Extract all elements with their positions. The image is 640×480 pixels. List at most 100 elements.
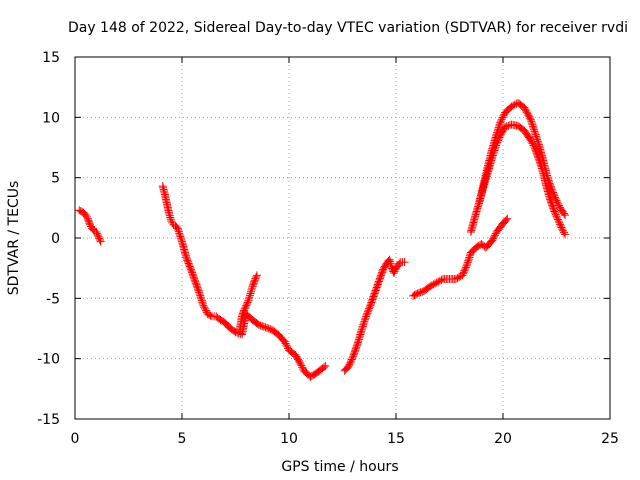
data-point-interp: [263, 323, 272, 332]
data-point-interp: [82, 212, 91, 221]
data-point: [558, 226, 567, 235]
data-point-interp: [465, 251, 474, 260]
data-point-interp: [248, 284, 257, 293]
data-point-interp: [495, 120, 504, 129]
data-point-interp: [528, 120, 537, 129]
x-tick-label: 5: [178, 431, 187, 447]
data-point: [280, 337, 289, 346]
data-point-interp: [533, 137, 542, 146]
data-point-interp: [550, 191, 559, 200]
data-point-interp: [526, 114, 535, 123]
data-point-interp: [296, 359, 305, 368]
data-point-interp: [498, 113, 507, 122]
data-point-interp: [464, 255, 473, 264]
data-point-interp: [297, 361, 306, 370]
data-point-interp: [551, 193, 560, 202]
data-point-interp: [434, 277, 443, 286]
data-point-interp: [490, 231, 499, 240]
data-point: [195, 288, 204, 297]
axis-ticks: 0 5 10 15 20 25 -15 -10 -5 0 5 10 15: [37, 50, 619, 447]
series-arc-1: [75, 206, 105, 246]
data-point-interp: [554, 199, 563, 208]
y-tick-label: 0: [51, 231, 60, 247]
data-point-interp: [558, 225, 567, 234]
data-point: [255, 320, 264, 329]
data-point-interp: [530, 127, 539, 136]
data-point-interp: [361, 314, 370, 323]
data-point: [240, 306, 249, 315]
data-point-interp: [387, 261, 396, 270]
data-point: [531, 129, 540, 138]
data-point-interp: [553, 198, 562, 207]
data-point: [167, 217, 176, 226]
data-point: [561, 230, 570, 239]
data-point-interp: [532, 133, 541, 142]
data-marks: [75, 98, 570, 381]
data-point-interp: [555, 218, 564, 227]
x-tick-label: 10: [280, 431, 298, 447]
data-point-interp: [346, 358, 355, 367]
data-point-interp: [553, 215, 562, 224]
x-axis-label: GPS time / hours: [281, 459, 398, 475]
data-point: [526, 115, 535, 124]
data-point-interp: [281, 339, 290, 348]
data-point-interp: [493, 126, 502, 135]
data-point-interp: [258, 322, 267, 331]
data-point-interp: [359, 320, 368, 329]
data-point-interp: [166, 215, 175, 224]
data-point-interp: [198, 299, 207, 308]
data-point-interp: [243, 298, 252, 307]
data-point-interp: [242, 299, 251, 308]
data-point-interp: [527, 119, 536, 128]
data-point: [554, 217, 563, 226]
y-axis-label: SDTVAR / TECUs: [6, 181, 22, 296]
data-point-interp: [416, 288, 425, 297]
data-point-interp: [240, 304, 249, 313]
data-point-interp: [251, 274, 260, 283]
series-arc-5: [409, 214, 512, 300]
data-point: [244, 296, 253, 305]
data-point: [94, 232, 103, 241]
data-point-interp: [197, 294, 206, 303]
data-point-interp: [176, 232, 185, 241]
data-point-interp: [347, 357, 356, 366]
data-point-interp: [555, 203, 564, 212]
data-point-interp: [427, 281, 436, 290]
y-tick-label: -10: [37, 352, 60, 368]
data-point-interp: [196, 293, 205, 302]
data-point-interp: [465, 253, 474, 262]
data-point-interp: [174, 226, 183, 235]
data-point-interp: [497, 115, 506, 124]
data-point: [503, 214, 512, 223]
data-point-interp: [200, 303, 209, 312]
data-point-interp: [461, 264, 470, 273]
chart-title: Day 148 of 2022, Sidereal Day-to-day VTE…: [68, 20, 628, 36]
data-point-interp: [459, 268, 468, 277]
data-point-interp: [252, 273, 261, 282]
data-point: [261, 323, 270, 332]
data-point-interp: [198, 298, 207, 307]
data-point-interp: [532, 132, 541, 141]
data-point-interp: [256, 321, 265, 330]
data-point-interp: [490, 233, 499, 242]
data-point-interp: [347, 355, 356, 364]
data-point: [242, 301, 251, 310]
data-point-interp: [194, 286, 203, 295]
data-point-interp: [359, 319, 368, 328]
data-point: [451, 275, 460, 284]
plot-frame: [74, 56, 611, 420]
data-point-interp: [459, 269, 468, 278]
data-point-interp: [245, 291, 254, 300]
series-arc-2: [158, 182, 330, 381]
data-point-interp: [455, 273, 464, 282]
data-point: [96, 237, 105, 246]
data-point-interp: [533, 135, 542, 144]
data-point-interp: [95, 236, 104, 245]
data-point: [199, 301, 208, 310]
data-point: [507, 102, 516, 111]
y-tick-label: 15: [42, 50, 60, 66]
x-tick-label: 20: [494, 431, 512, 447]
data-point-interp: [431, 279, 440, 288]
data-point-interp: [176, 234, 185, 243]
